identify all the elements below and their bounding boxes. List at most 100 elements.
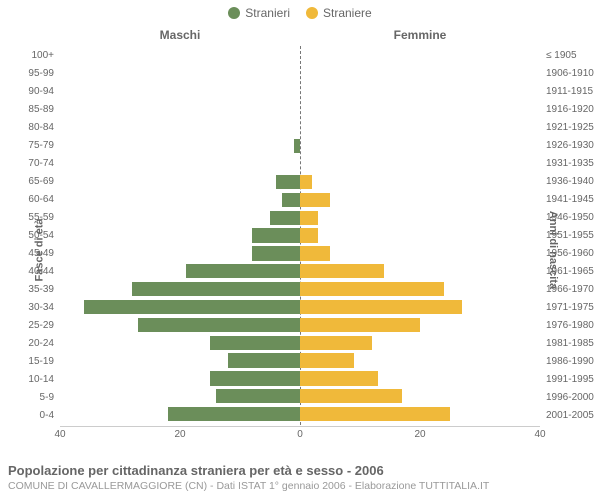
birth-label: 1916-1920 [542,100,600,118]
y-labels-age: 100+95-9990-9485-8980-8475-7970-7465-696… [0,46,58,425]
birth-label: 1991-1995 [542,371,600,389]
birth-label: 1966-1970 [542,281,600,299]
plot-area [60,46,540,425]
bar-female [300,389,402,403]
bar-male [84,300,300,314]
birth-label: 1996-2000 [542,389,600,407]
header-male: Maschi [60,28,300,42]
legend-label-female: Straniere [323,6,372,20]
bar-female [300,264,384,278]
age-label: 65-69 [0,172,58,190]
age-label: 40-44 [0,263,58,281]
footer-title: Popolazione per cittadinanza straniera p… [8,463,592,478]
bar-male [252,246,300,260]
birth-label: 1911-1915 [542,82,600,100]
bar-row [60,262,540,280]
birth-label: 1961-1965 [542,263,600,281]
bar-female [300,353,354,367]
bar-row [60,119,540,137]
bar-row [60,387,540,405]
age-label: 20-24 [0,335,58,353]
birth-label: 2001-2005 [542,407,600,425]
birth-label: 1931-1935 [542,154,600,172]
age-label: 60-64 [0,190,58,208]
bar-row [60,369,540,387]
birth-label: 1976-1980 [542,317,600,335]
x-axis: 402002040 [60,426,540,442]
bar-row [60,155,540,173]
birth-label: 1921-1925 [542,118,600,136]
chart-container: Stranieri Straniere Maschi Femmine Fasce… [0,0,600,500]
column-headers: Maschi Femmine [60,28,540,42]
bar-male [228,353,300,367]
birth-label: 1951-1955 [542,226,600,244]
bar-row [60,334,540,352]
header-female: Femmine [300,28,540,42]
birth-label: ≤ 1905 [542,46,600,64]
birth-label: 1956-1960 [542,245,600,263]
x-tick: 0 [297,429,303,440]
age-label: 90-94 [0,82,58,100]
birth-label: 1926-1930 [542,136,600,154]
bar-female [300,211,318,225]
age-label: 30-34 [0,299,58,317]
bar-row [60,137,540,155]
bar-male [210,371,300,385]
bar-male [186,264,300,278]
age-label: 35-39 [0,281,58,299]
birth-label: 1936-1940 [542,172,600,190]
bar-female [300,300,462,314]
age-label: 0-4 [0,407,58,425]
bar-male [138,318,300,332]
bar-female [300,228,318,242]
legend: Stranieri Straniere [0,0,600,20]
age-label: 5-9 [0,389,58,407]
age-label: 55-59 [0,208,58,226]
bar-row [60,48,540,66]
age-label: 100+ [0,46,58,64]
age-label: 15-19 [0,353,58,371]
bar-row [60,405,540,423]
bar-male [282,193,300,207]
chart-footer: Popolazione per cittadinanza straniera p… [8,463,592,492]
x-tick: 40 [54,429,65,440]
bar-row [60,173,540,191]
x-tick: 20 [414,429,425,440]
legend-item-male: Stranieri [228,6,290,20]
x-tick: 40 [534,429,545,440]
bar-male [210,336,300,350]
age-label: 45-49 [0,245,58,263]
bar-female [300,336,372,350]
bar-female [300,246,330,260]
age-label: 70-74 [0,154,58,172]
bar-female [300,407,450,421]
birth-label: 1986-1990 [542,353,600,371]
legend-swatch-female [306,7,318,19]
bar-male [294,139,300,153]
bar-male [216,389,300,403]
age-label: 80-84 [0,118,58,136]
footer-subtitle: COMUNE DI CAVALLERMAGGIORE (CN) - Dati I… [8,480,592,492]
bar-female [300,371,378,385]
bar-row [60,209,540,227]
birth-label: 1981-1985 [542,335,600,353]
birth-label: 1906-1910 [542,64,600,82]
bar-row [60,102,540,120]
birth-label: 1946-1950 [542,208,600,226]
bar-female [300,193,330,207]
age-label: 50-54 [0,226,58,244]
age-label: 25-29 [0,317,58,335]
bar-male [168,407,300,421]
legend-item-female: Straniere [306,6,372,20]
bar-female [300,175,312,189]
bar-rows [60,48,540,423]
birth-label: 1971-1975 [542,299,600,317]
age-label: 10-14 [0,371,58,389]
age-label: 75-79 [0,136,58,154]
age-label: 85-89 [0,100,58,118]
bar-row [60,227,540,245]
bar-row [60,191,540,209]
bar-row [60,280,540,298]
bar-row [60,84,540,102]
bar-male [252,228,300,242]
